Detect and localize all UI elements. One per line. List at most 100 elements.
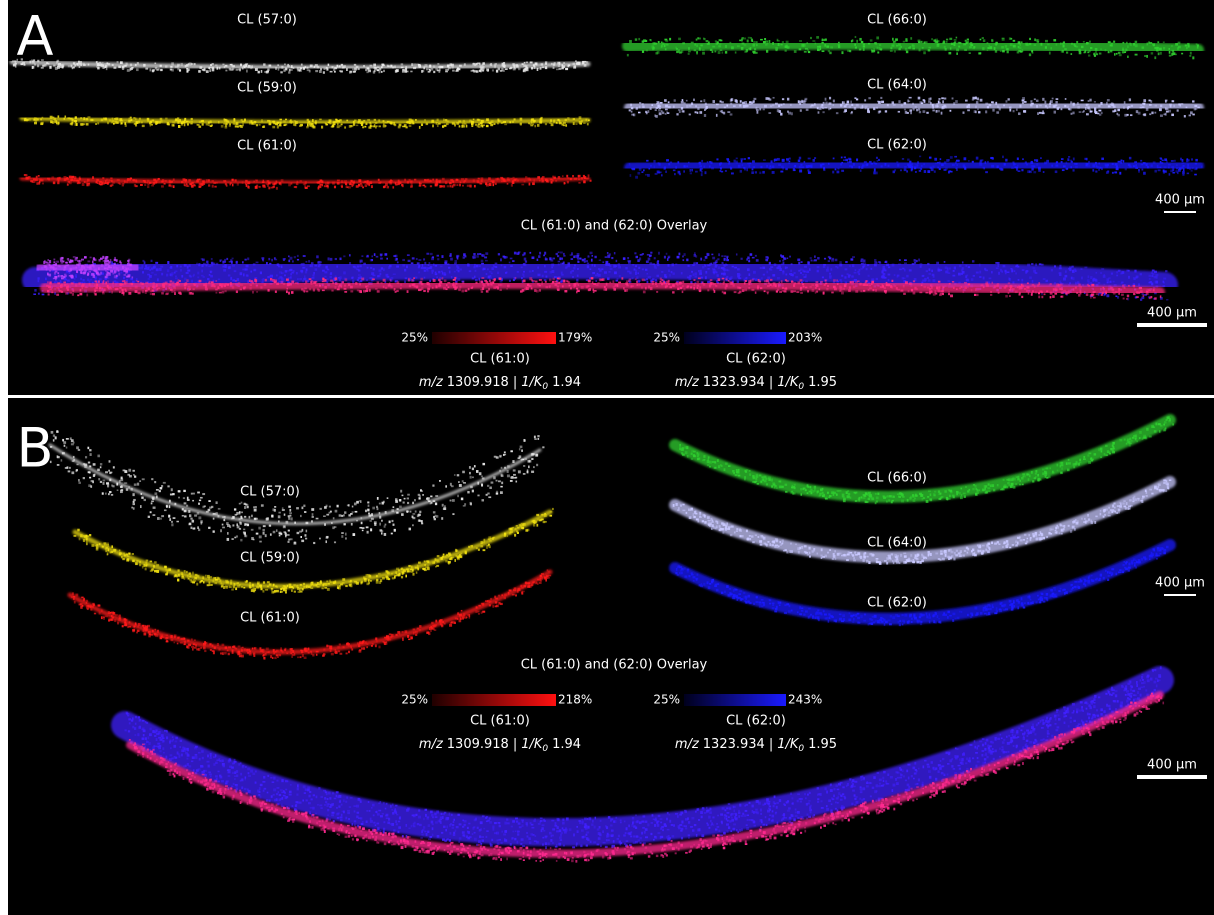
tissue-speck: [753, 271, 756, 274]
tissue-speck: [1066, 162, 1068, 165]
tissue-speck: [383, 186, 385, 188]
tissue-speck: [122, 66, 125, 68]
tissue-speck: [392, 186, 394, 188]
tissue-speck: [538, 255, 540, 258]
tissue-speck: [1153, 161, 1156, 163]
tissue-speck: [58, 64, 60, 67]
tissue-speck: [58, 122, 60, 125]
tissue-speck: [169, 184, 171, 186]
tissue-speck: [212, 185, 214, 188]
tissue-speck: [1127, 114, 1129, 116]
tissue-speck: [57, 60, 59, 63]
tissue-speck: [1114, 53, 1116, 55]
tissue-speck: [1144, 55, 1146, 57]
tissue-speck: [632, 264, 634, 266]
tissue-speck: [1128, 285, 1130, 287]
tissue-speck: [833, 279, 836, 281]
tissue-speck: [24, 64, 26, 66]
tissue-speck: [171, 291, 173, 293]
tissue-speck: [1079, 52, 1082, 55]
tissue-speck: [1122, 42, 1124, 44]
tissue-speck: [1135, 277, 1137, 279]
tissue-speck: [218, 121, 220, 124]
tissue-speck: [559, 278, 561, 280]
tissue-speck: [526, 62, 528, 64]
tissue-speck: [684, 165, 686, 167]
tissue-speck: [665, 105, 668, 108]
tissue-speck: [260, 286, 262, 288]
tissue-speck: [186, 64, 188, 66]
tissue-speck: [588, 174, 590, 177]
tissue-speck: [1085, 107, 1087, 110]
tissue-speck: [1119, 172, 1121, 175]
tissue-speck: [592, 272, 595, 274]
tissue-speck: [1026, 163, 1028, 165]
tissue-speck: [573, 122, 575, 125]
tissue-speck: [395, 182, 397, 184]
tissue-speck: [565, 68, 568, 70]
tissue-speck: [513, 118, 515, 120]
tissue-speck: [86, 118, 89, 121]
tissue-speck: [581, 286, 584, 289]
tissue-speck: [256, 185, 258, 187]
tissue-speck: [707, 43, 710, 45]
tissue-speck: [686, 286, 688, 288]
tissue-speck: [471, 70, 473, 72]
tissue-speck: [854, 107, 856, 110]
tissue-speck: [534, 125, 536, 128]
tissue-speck: [919, 170, 921, 172]
tissue-speck: [428, 267, 431, 269]
tissue-speck: [424, 186, 426, 188]
tissue-speck: [760, 166, 762, 168]
tissue-speck: [1111, 289, 1114, 291]
tissue-speck: [801, 166, 804, 168]
tissue-speck: [313, 126, 316, 129]
tissue-speck: [269, 123, 272, 126]
tissue-speck: [551, 267, 553, 269]
tissue-speck: [723, 264, 725, 266]
tissue-speck: [927, 263, 929, 265]
tissue-speck: [356, 125, 359, 127]
tissue-speck: [927, 277, 929, 279]
tissue-speck: [1103, 284, 1105, 286]
image-label: CL (61:0): [237, 139, 297, 154]
tissue-speck: [823, 266, 825, 268]
tissue-speck: [1121, 160, 1123, 162]
tissue-speck: [647, 174, 650, 177]
tissue-speck: [887, 104, 889, 106]
tissue-speck: [385, 125, 387, 127]
tissue-speck: [352, 180, 355, 183]
tissue-speck: [1133, 277, 1136, 280]
tissue-speck: [1013, 270, 1015, 272]
tissue-speck: [1189, 55, 1191, 57]
tissue-speck: [315, 268, 318, 271]
tissue-speck: [330, 272, 332, 275]
tissue-speck: [991, 165, 994, 168]
tissue-speck: [164, 183, 166, 185]
tissue-speck: [1197, 107, 1199, 109]
tissue-speck: [886, 282, 888, 284]
tissue-speck: [303, 263, 305, 266]
tissue-speck: [658, 252, 660, 255]
tissue-speck: [151, 268, 153, 270]
tissue-speck: [942, 290, 944, 293]
tissue-speck: [108, 180, 111, 182]
tissue-speck: [914, 259, 916, 262]
tissue-speck: [837, 266, 839, 268]
tissue-speck: [634, 268, 636, 270]
tissue-speck: [155, 262, 158, 264]
tissue-speck: [507, 177, 510, 180]
tissue-speck: [1194, 174, 1197, 176]
tissue-speck: [383, 268, 385, 271]
tissue-speck: [875, 289, 877, 292]
tissue-speck: [752, 40, 754, 42]
tissue-speck: [1181, 103, 1184, 105]
tissue-speck: [465, 178, 468, 180]
tissue-speck: [296, 181, 298, 183]
tissue-speck: [936, 262, 939, 265]
tissue-speck: [1190, 111, 1193, 114]
tissue-speck: [37, 60, 39, 62]
tissue-speck: [630, 104, 632, 107]
tissue-speck: [387, 276, 390, 278]
tissue-speck: [267, 70, 269, 72]
